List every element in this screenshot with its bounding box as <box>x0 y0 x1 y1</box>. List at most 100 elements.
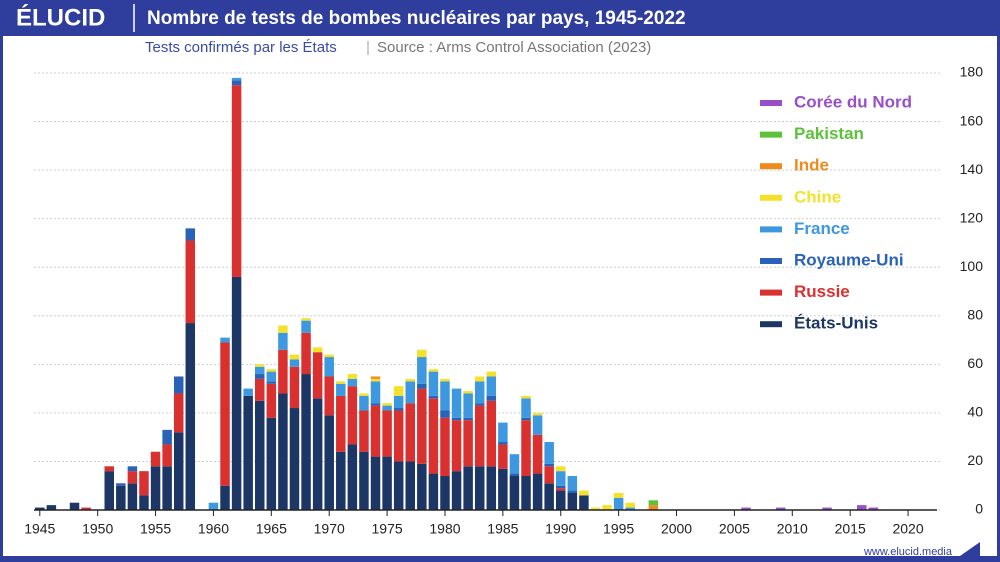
bar-segment <box>255 378 265 401</box>
x-tick-label: 1945 <box>24 521 55 537</box>
bar-segment <box>532 434 543 474</box>
bar-segment <box>567 493 578 510</box>
bar-segment <box>46 505 57 510</box>
bar-segment <box>417 349 427 358</box>
bar-segment <box>428 398 439 474</box>
bar-segment <box>324 376 334 416</box>
legend-swatch <box>760 289 782 296</box>
bar-segment <box>474 405 485 467</box>
bar-segment <box>243 388 253 396</box>
legend-label: Russie <box>794 282 850 301</box>
bar-segment <box>370 403 381 406</box>
bar-segment <box>521 476 531 510</box>
bar-segment <box>266 383 277 418</box>
bar-segment <box>231 276 242 510</box>
bar-segment <box>405 403 415 462</box>
bar-segment <box>173 432 184 510</box>
bar-segment <box>521 420 531 477</box>
bar-segment <box>393 408 404 411</box>
bar-segment <box>579 490 589 496</box>
bar-segment <box>486 400 497 467</box>
bar-segment <box>127 466 138 472</box>
bar-segment <box>417 388 427 464</box>
bar-segment <box>463 393 473 418</box>
bar-segment <box>393 461 404 510</box>
bar-segment <box>301 318 311 321</box>
bar-segment <box>463 466 473 510</box>
bar-segment <box>220 342 230 486</box>
bar-segment <box>775 507 786 510</box>
bar-segment <box>266 417 277 510</box>
bar-segment <box>521 395 531 399</box>
bar-segment <box>556 485 566 489</box>
bar-segment <box>301 374 311 510</box>
bar-segment <box>359 393 369 396</box>
bar-segment <box>474 403 485 406</box>
bar-segment <box>417 463 427 510</box>
bar-segment <box>81 507 91 510</box>
bar-segment <box>440 476 450 510</box>
bar-segment <box>613 493 624 498</box>
bar-segment <box>393 410 404 462</box>
bar-segment <box>532 473 543 510</box>
bar-segment <box>116 485 126 510</box>
bar-segment <box>220 337 230 343</box>
x-tick-label: 2010 <box>777 521 808 537</box>
bar-segment <box>857 505 867 510</box>
bar-segment <box>440 417 450 477</box>
bar-segment <box>139 495 149 510</box>
y-tick-label: 60 <box>967 355 983 371</box>
bar-segment <box>613 497 624 510</box>
legend-swatch <box>760 100 782 106</box>
bar-segment <box>127 471 138 484</box>
bar-segment <box>382 410 392 457</box>
bar-segment <box>451 420 462 472</box>
bar-segment <box>451 471 462 510</box>
bar-segment <box>405 378 415 382</box>
bar-segment <box>648 500 659 506</box>
x-tick-label: 1955 <box>140 521 171 537</box>
bar-segment <box>185 240 196 324</box>
bar-segment <box>289 366 300 409</box>
bar-segment <box>231 85 242 277</box>
bar-segment <box>463 391 473 394</box>
bar-segment <box>278 325 288 333</box>
bar-segment <box>579 495 589 510</box>
bar-segment <box>440 381 450 411</box>
bar-segment <box>440 410 450 418</box>
header-bar <box>0 0 1000 36</box>
bar-segment <box>347 444 358 510</box>
bar-segment <box>393 395 404 409</box>
bar-segment <box>486 466 497 510</box>
bar-segment <box>463 420 473 467</box>
bar-segment <box>312 398 323 510</box>
bar-segment <box>69 502 80 510</box>
bar-segment <box>289 408 300 510</box>
y-tick-label: 120 <box>960 209 984 225</box>
bar-segment <box>370 381 381 404</box>
bar-segment <box>173 393 184 433</box>
left-border <box>0 36 3 562</box>
bar-segment <box>556 466 566 472</box>
bar-segment <box>393 386 404 396</box>
bar-segment <box>556 488 566 491</box>
bar-segment <box>868 507 879 510</box>
bar-segment <box>428 473 439 510</box>
subtitle: Tests confirmés par les États <box>145 39 337 56</box>
bar-segment <box>278 393 288 510</box>
bar-segment <box>417 383 427 389</box>
bar-segment <box>521 417 531 421</box>
brand: ÉLUCID <box>16 3 105 31</box>
bar-segment <box>567 476 578 491</box>
bar-segment <box>544 463 554 467</box>
bar-segment <box>556 471 566 486</box>
bar-segment <box>509 473 520 477</box>
x-tick-label: 1995 <box>603 521 634 537</box>
x-tick-label: 1970 <box>314 521 345 537</box>
bar-segment <box>347 378 358 387</box>
bar-segment <box>243 395 253 510</box>
bar-segment <box>255 400 265 510</box>
bar-segment <box>104 471 114 510</box>
bar-segment <box>266 369 277 372</box>
